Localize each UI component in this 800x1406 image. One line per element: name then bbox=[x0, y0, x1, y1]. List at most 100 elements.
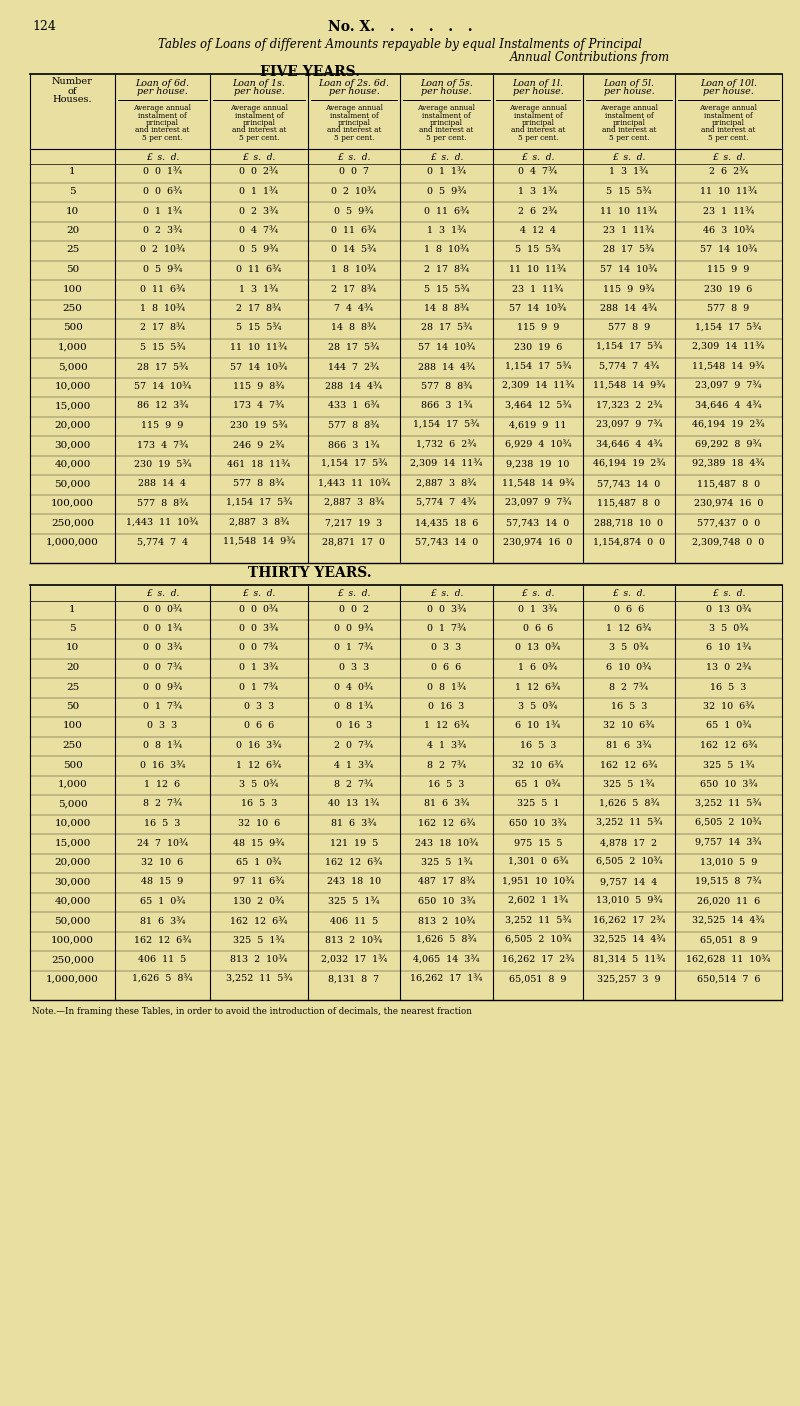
Text: 0  6  6: 0 6 6 bbox=[244, 721, 274, 731]
Text: 20: 20 bbox=[66, 664, 79, 672]
Text: principal: principal bbox=[146, 120, 179, 127]
Text: 11,548  14  9¾: 11,548 14 9¾ bbox=[593, 382, 665, 391]
Text: 0  0  1¾: 0 0 1¾ bbox=[143, 167, 182, 177]
Text: 2  6  2¾: 2 6 2¾ bbox=[518, 207, 558, 215]
Text: 0  0  3¾: 0 0 3¾ bbox=[427, 605, 466, 613]
Text: 162,628  11  10¾: 162,628 11 10¾ bbox=[686, 956, 770, 965]
Text: 2,602  1  1¾: 2,602 1 1¾ bbox=[508, 897, 568, 905]
Text: 20,000: 20,000 bbox=[54, 420, 90, 430]
Text: 0  13  0¾: 0 13 0¾ bbox=[706, 605, 751, 613]
Text: 0  0  3¾: 0 0 3¾ bbox=[239, 624, 278, 633]
Text: 40  13  1¾: 40 13 1¾ bbox=[328, 800, 380, 808]
Text: 0  2  3¾: 0 2 3¾ bbox=[143, 226, 182, 235]
Text: 162  12  6¾: 162 12 6¾ bbox=[230, 917, 288, 925]
Text: 975  15  5: 975 15 5 bbox=[514, 838, 562, 848]
Text: 577  8  8¾: 577 8 8¾ bbox=[328, 420, 380, 430]
Text: 0  0  9¾: 0 0 9¾ bbox=[334, 624, 374, 633]
Text: 5: 5 bbox=[69, 624, 76, 633]
Text: 11  10  11¾: 11 10 11¾ bbox=[510, 264, 566, 274]
Text: principal: principal bbox=[522, 120, 554, 127]
Text: and interest at: and interest at bbox=[511, 127, 565, 134]
Text: instalment of: instalment of bbox=[422, 112, 471, 120]
Text: 23  1  11¾: 23 1 11¾ bbox=[512, 284, 564, 294]
Text: 0  11  6¾: 0 11 6¾ bbox=[331, 226, 377, 235]
Text: 1,000,000: 1,000,000 bbox=[46, 538, 99, 547]
Text: 6,505  2  10¾: 6,505 2 10¾ bbox=[695, 820, 762, 828]
Text: and interest at: and interest at bbox=[602, 127, 656, 134]
Text: £  s.  d.: £ s. d. bbox=[338, 152, 370, 162]
Text: 5 per cent.: 5 per cent. bbox=[238, 134, 279, 142]
Text: 3,252  11  5¾: 3,252 11 5¾ bbox=[596, 820, 662, 828]
Text: 5,774  7  4: 5,774 7 4 bbox=[137, 538, 188, 547]
Text: 2,309  14  11¾: 2,309 14 11¾ bbox=[502, 382, 574, 391]
Text: 9,757  14  4: 9,757 14 4 bbox=[600, 877, 658, 887]
Text: 0  16  3: 0 16 3 bbox=[336, 721, 372, 731]
Text: 0  0  0¾: 0 0 0¾ bbox=[239, 605, 278, 613]
Text: instalment of: instalment of bbox=[704, 112, 753, 120]
Text: 406  11  5: 406 11 5 bbox=[138, 956, 186, 965]
Text: 5  15  5¾: 5 15 5¾ bbox=[424, 284, 470, 294]
Text: 57,743  14  0: 57,743 14 0 bbox=[506, 519, 570, 527]
Text: 16  5  3: 16 5 3 bbox=[428, 780, 465, 789]
Text: 8,131  8  7: 8,131 8 7 bbox=[329, 974, 379, 984]
Text: 10,000: 10,000 bbox=[54, 382, 90, 391]
Text: 19,515  8  7¾: 19,515 8 7¾ bbox=[695, 877, 762, 887]
Text: 14,435  18  6: 14,435 18 6 bbox=[415, 519, 478, 527]
Text: instalment of: instalment of bbox=[330, 112, 378, 120]
Text: 500: 500 bbox=[62, 323, 82, 332]
Text: 32,525  14  4¾: 32,525 14 4¾ bbox=[692, 917, 765, 925]
Text: 7,217  19  3: 7,217 19 3 bbox=[326, 519, 382, 527]
Text: 230  19  5¾: 230 19 5¾ bbox=[134, 460, 191, 470]
Text: 5,774  7  4¾: 5,774 7 4¾ bbox=[416, 499, 477, 508]
Text: 6  10  0¾: 6 10 0¾ bbox=[606, 664, 652, 672]
Text: of: of bbox=[68, 87, 78, 96]
Text: 288  14  4¾: 288 14 4¾ bbox=[418, 363, 475, 371]
Text: 0  4  0¾: 0 4 0¾ bbox=[334, 682, 374, 692]
Text: 0  0  1¾: 0 0 1¾ bbox=[143, 624, 182, 633]
Text: 0  1  3¾: 0 1 3¾ bbox=[239, 664, 278, 672]
Text: 34,646  4  4¾: 34,646 4 4¾ bbox=[596, 440, 662, 450]
Text: 65  1  0¾: 65 1 0¾ bbox=[706, 721, 751, 731]
Text: 1,154  17  5¾: 1,154 17 5¾ bbox=[505, 363, 571, 371]
Text: No. X.   .   .   .   .   .: No. X. . . . . . bbox=[328, 20, 472, 34]
Text: 10,000: 10,000 bbox=[54, 820, 90, 828]
Text: 5 per cent.: 5 per cent. bbox=[609, 134, 650, 142]
Text: 28  17  5¾: 28 17 5¾ bbox=[421, 323, 472, 332]
Text: 28  17  5¾: 28 17 5¾ bbox=[137, 363, 188, 371]
Text: 124: 124 bbox=[32, 20, 56, 32]
Text: 16  5  3: 16 5 3 bbox=[144, 820, 181, 828]
Text: principal: principal bbox=[338, 120, 370, 127]
Text: 65  1  0¾: 65 1 0¾ bbox=[515, 780, 561, 789]
Text: 0  0  3¾: 0 0 3¾ bbox=[143, 644, 182, 652]
Text: 173  4  7¾: 173 4 7¾ bbox=[137, 440, 188, 450]
Text: 0  2  3¾: 0 2 3¾ bbox=[239, 207, 278, 215]
Text: Loan of 5l.: Loan of 5l. bbox=[603, 80, 654, 89]
Text: 1  8  10¾: 1 8 10¾ bbox=[331, 264, 377, 274]
Text: £  s.  d.: £ s. d. bbox=[242, 152, 276, 162]
Text: 16  5  3: 16 5 3 bbox=[520, 741, 556, 749]
Text: 11,548  14  9¾: 11,548 14 9¾ bbox=[223, 538, 295, 547]
Text: 5 per cent.: 5 per cent. bbox=[426, 134, 466, 142]
Text: 6,929  4  10¾: 6,929 4 10¾ bbox=[505, 440, 571, 450]
Text: 6,505  2  10¾: 6,505 2 10¾ bbox=[505, 936, 571, 945]
Text: 92,389  18  4¾: 92,389 18 4¾ bbox=[692, 460, 765, 470]
Text: Loan of 1l.: Loan of 1l. bbox=[513, 80, 563, 89]
Text: 866  3  1¾: 866 3 1¾ bbox=[421, 402, 472, 411]
Text: 577,437  0  0: 577,437 0 0 bbox=[697, 519, 760, 527]
Text: 0  2  10¾: 0 2 10¾ bbox=[331, 187, 377, 195]
Text: 1,154  17  5¾: 1,154 17 5¾ bbox=[596, 343, 662, 352]
Text: 115,487  8  0: 115,487 8 0 bbox=[598, 499, 661, 508]
Text: 5  15  5¾: 5 15 5¾ bbox=[140, 343, 186, 352]
Text: principal: principal bbox=[712, 120, 745, 127]
Text: Average annual: Average annual bbox=[418, 104, 475, 112]
Text: 50: 50 bbox=[66, 264, 79, 274]
Text: 23  1  11¾: 23 1 11¾ bbox=[703, 207, 754, 215]
Text: 23  1  11¾: 23 1 11¾ bbox=[603, 226, 654, 235]
Text: 1  8  10¾: 1 8 10¾ bbox=[140, 304, 185, 314]
Text: 16  5  3: 16 5 3 bbox=[611, 702, 647, 711]
Text: 0  8  1¾: 0 8 1¾ bbox=[143, 741, 182, 749]
Text: 0  13  0¾: 0 13 0¾ bbox=[515, 644, 561, 652]
Text: 6  10  1¾: 6 10 1¾ bbox=[515, 721, 561, 731]
Text: 40,000: 40,000 bbox=[54, 897, 90, 905]
Text: 0  0  2¾: 0 0 2¾ bbox=[239, 167, 278, 177]
